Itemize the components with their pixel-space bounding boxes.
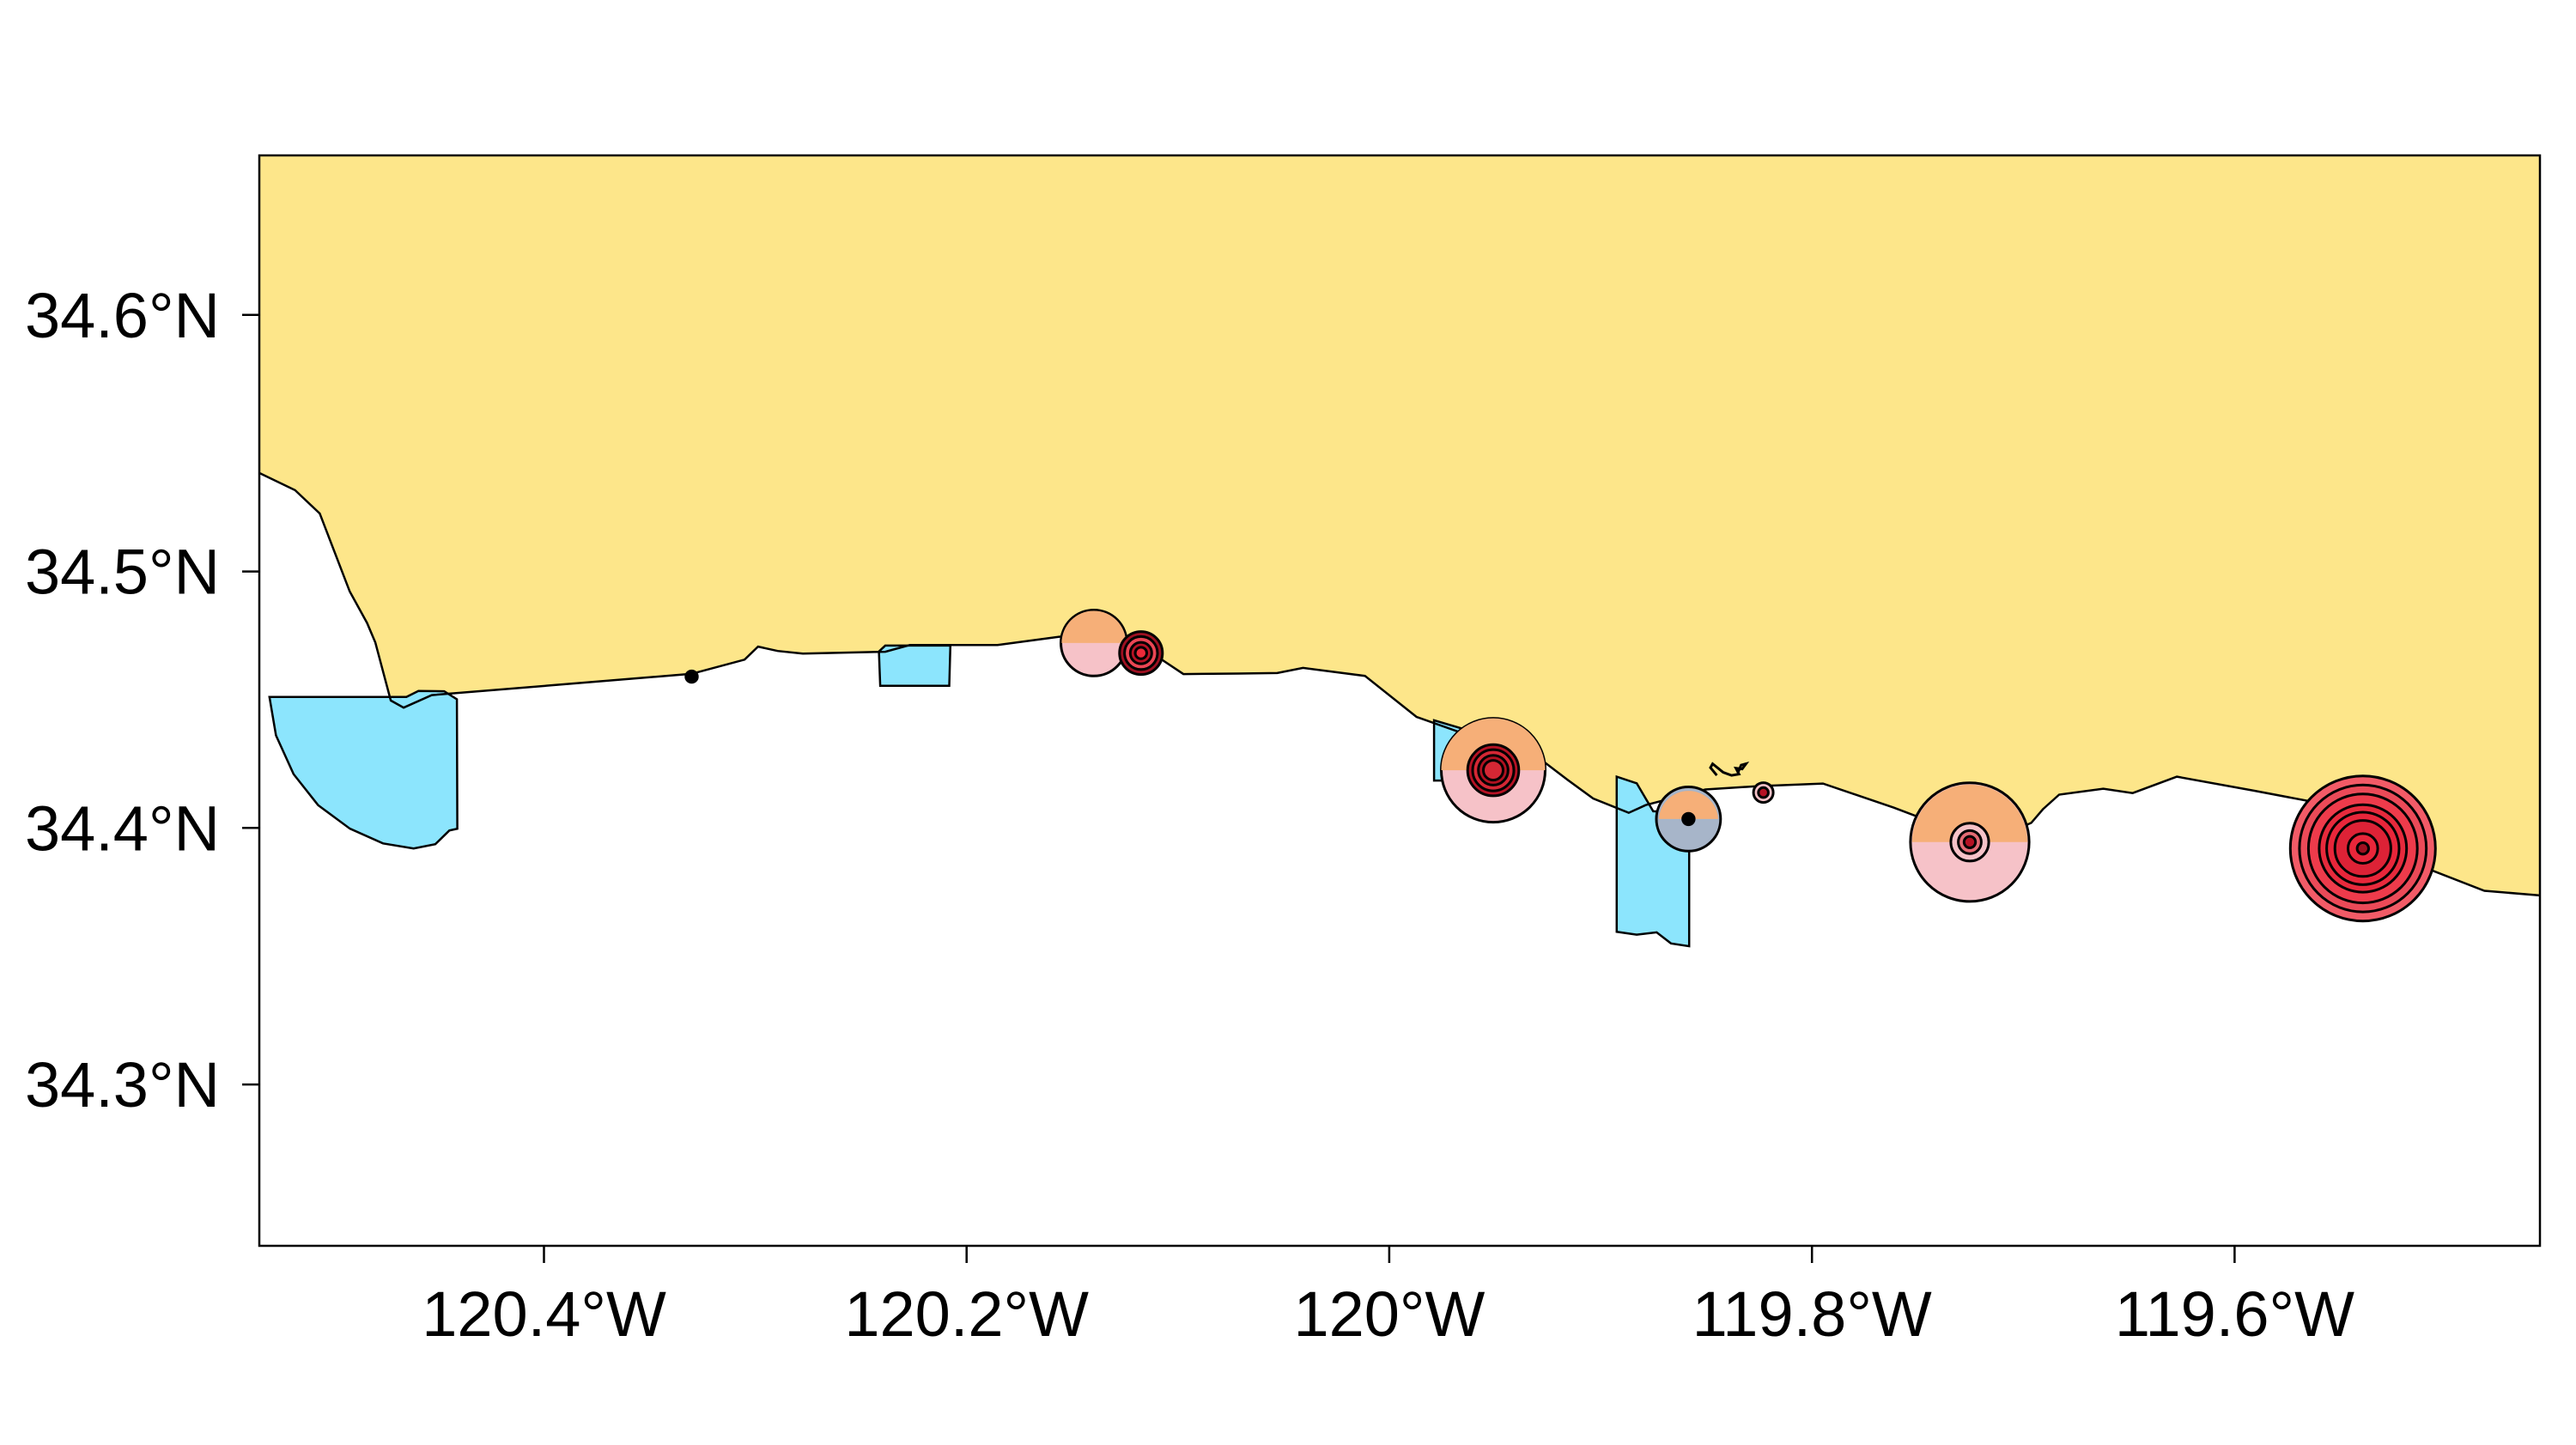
protected-area-1 [268, 689, 459, 850]
observation-ring [1911, 784, 2028, 842]
y-tick-label: 34.6°N [25, 280, 220, 351]
y-axis: 34.6°N 34.5°N 34.4°N 34.3°N [25, 280, 259, 1120]
x-tick-label: 119.6°W [2115, 1278, 2354, 1350]
plot-frame [258, 154, 2542, 1248]
coastline [259, 471, 2540, 897]
y-tick-label: 34.3°N [25, 1049, 220, 1120]
y-tick-label: 34.5°N [25, 537, 220, 608]
x-tick-label: 120.4°W [422, 1278, 666, 1350]
y-tick-label: 34.4°N [25, 792, 220, 864]
observation-ring [1061, 610, 1127, 643]
observation-ring [2355, 841, 2371, 856]
observation-point-7 [1909, 781, 2031, 903]
observation-points [684, 609, 2437, 923]
x-tick-label: 120°W [1293, 1278, 1485, 1350]
observation-point-5 [1655, 786, 1722, 853]
x-axis: 120.4°W 120.2°W 120°W 119.8°W 119.6°W [422, 1246, 2354, 1350]
x-tick-label: 119.8°W [1692, 1278, 1932, 1350]
observation-ring [1757, 786, 1770, 799]
observation-ring [684, 669, 699, 684]
protected-area-2 [878, 644, 952, 688]
observation-point-2 [1060, 609, 1128, 677]
land-area [259, 155, 2540, 896]
slough-channel [1709, 762, 1750, 777]
x-tick-label: 120.2°W [844, 1278, 1089, 1350]
observation-point-8 [2288, 774, 2437, 923]
observation-ring [1658, 791, 1718, 819]
observation-point-4 [1440, 717, 1546, 824]
observation-ring [1133, 646, 1149, 660]
observation-ring [1482, 759, 1504, 782]
observation-point-1 [684, 669, 699, 684]
observation-ring [1681, 811, 1696, 827]
observation-point-3 [1118, 630, 1164, 677]
observation-ring [1962, 835, 1978, 849]
observation-point-6 [1752, 781, 1775, 804]
